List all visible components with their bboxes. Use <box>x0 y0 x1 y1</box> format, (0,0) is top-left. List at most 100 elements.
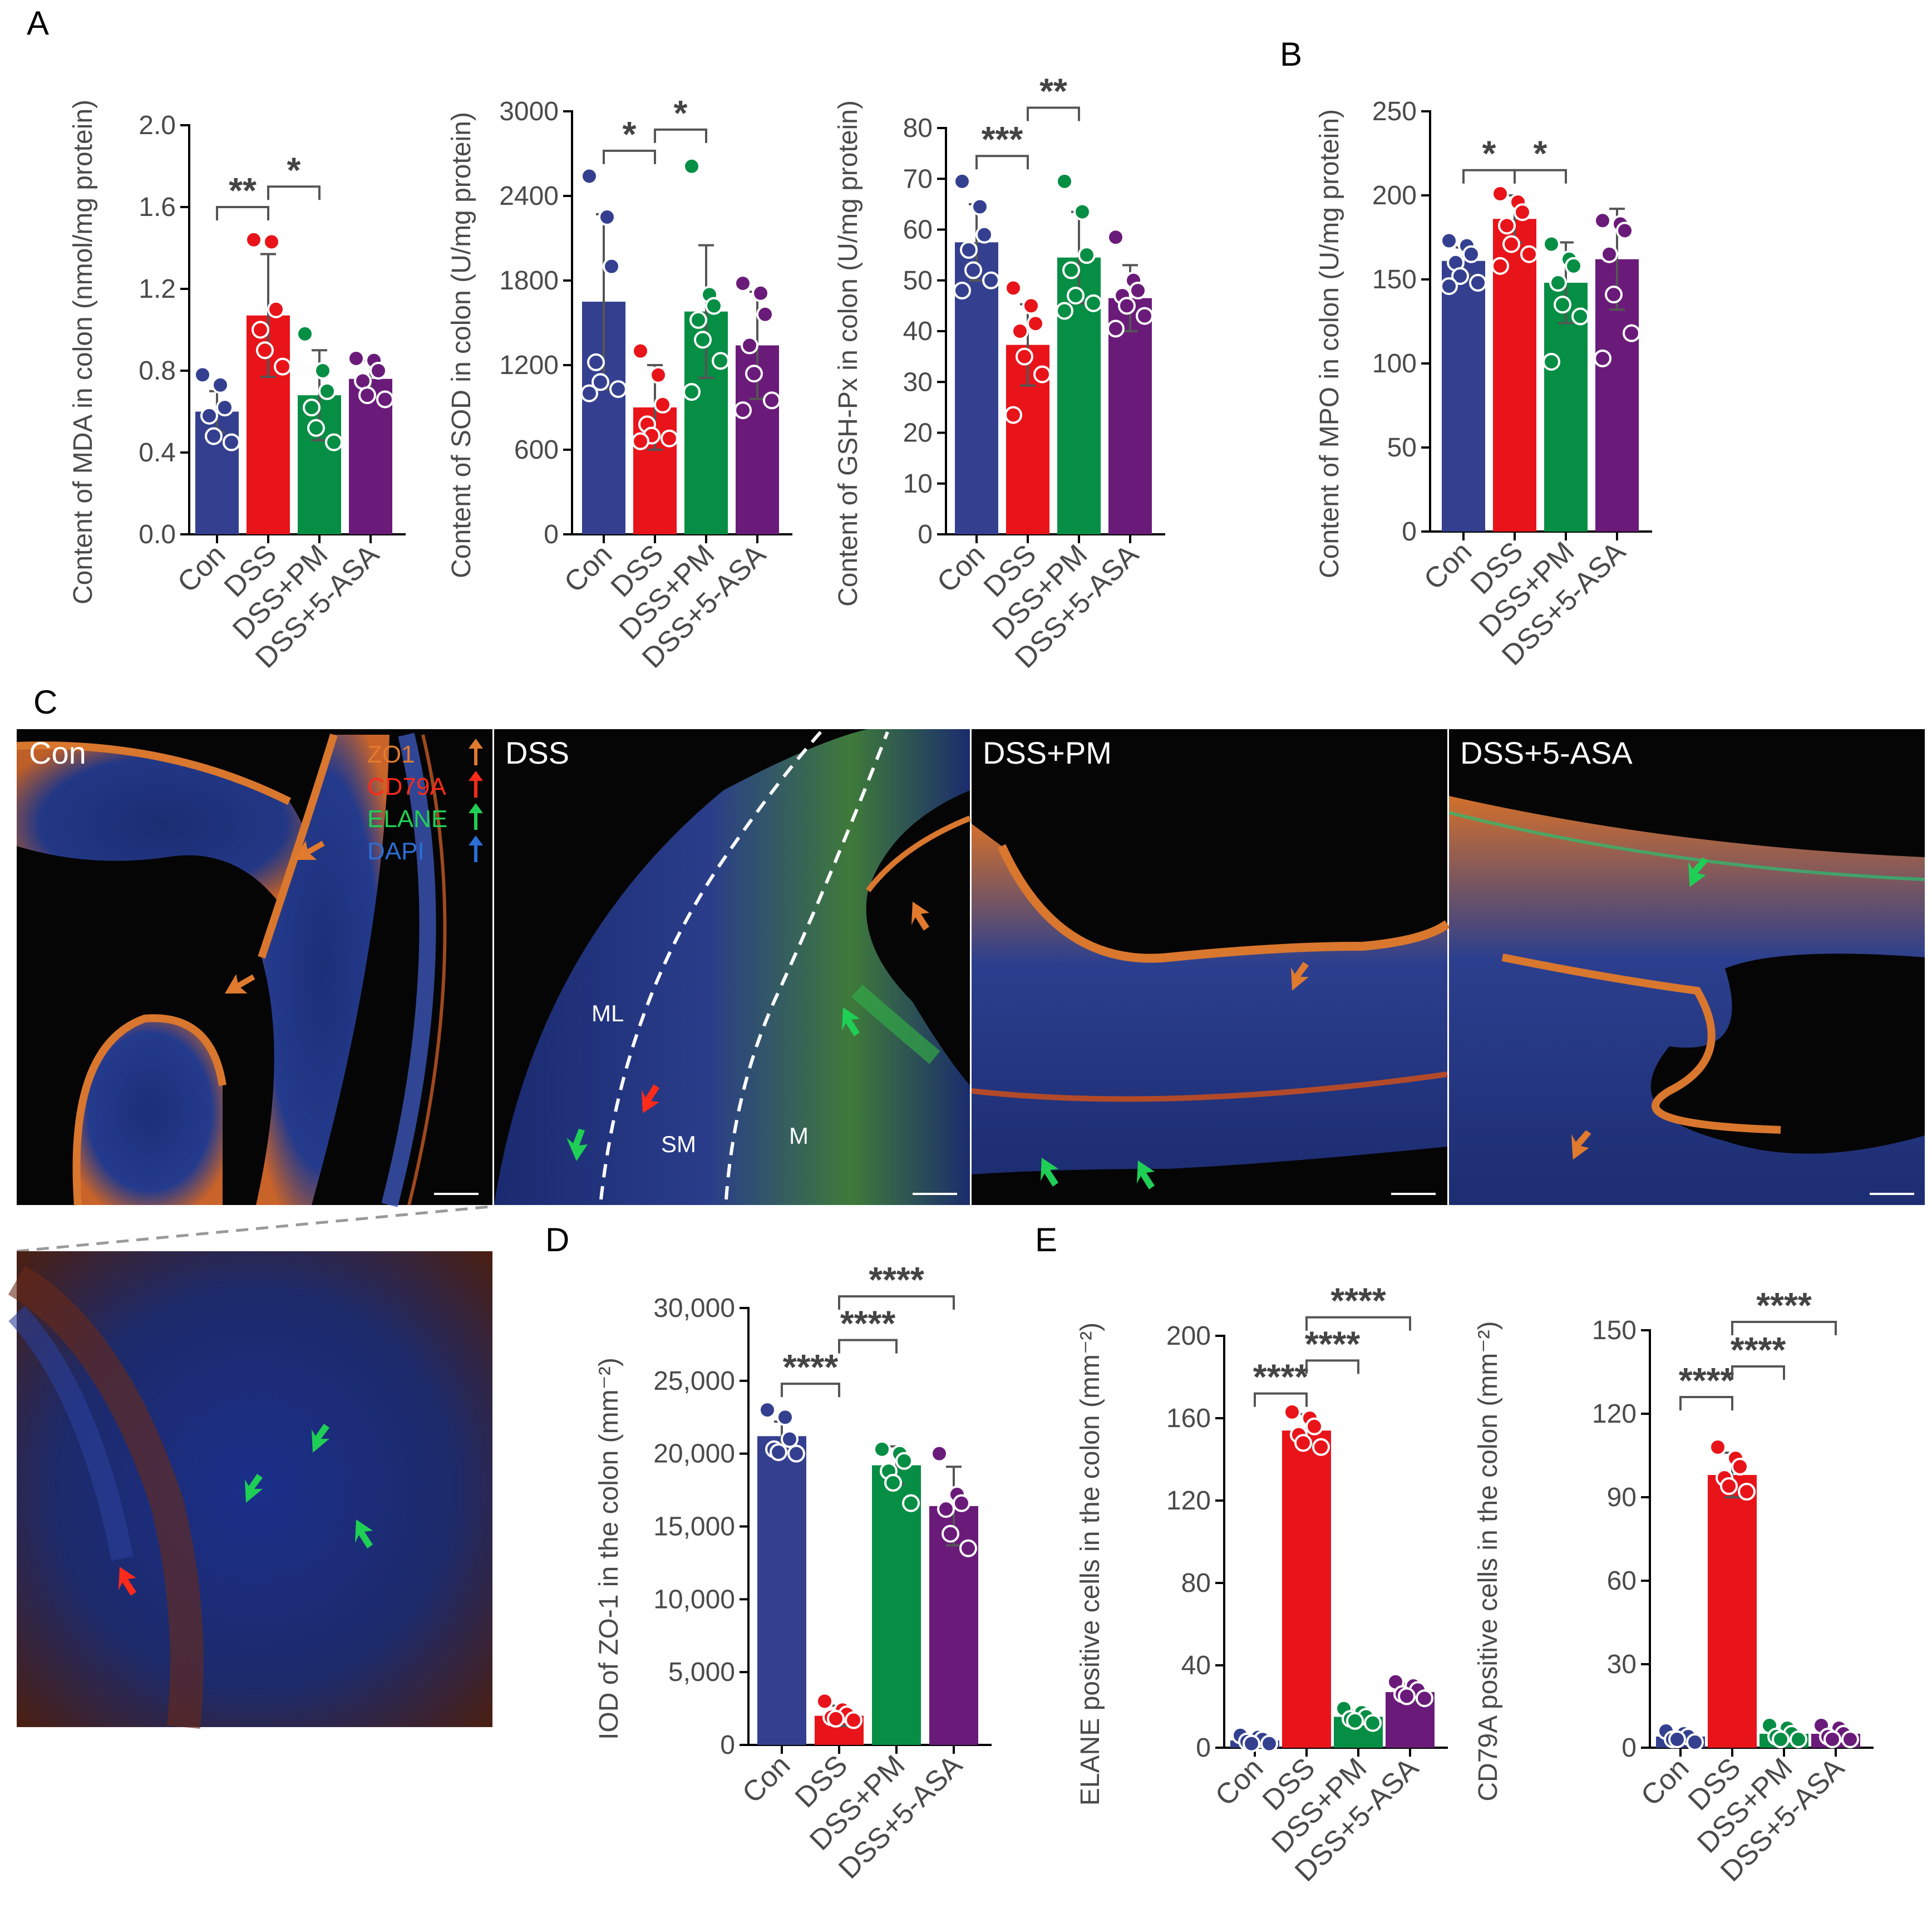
y-axis-label: IOD of ZO-1 in the colon (mm⁻²) <box>594 1358 624 1740</box>
y-tick-label: 1.2 <box>139 274 176 304</box>
data-point <box>1107 319 1125 338</box>
y-tick-label: 60 <box>1607 1566 1637 1596</box>
data-point <box>705 297 723 315</box>
significance-label: **** <box>1756 1285 1812 1325</box>
y-tick-label: 1200 <box>499 351 559 380</box>
significance-bracket <box>838 1295 955 1310</box>
x-tick-label: Con <box>1418 535 1478 596</box>
arrow-icon-zo1 <box>469 739 483 765</box>
arrow-icon <box>642 1084 659 1113</box>
data-point <box>1398 1687 1416 1705</box>
data-point <box>712 352 730 370</box>
significance-label: **** <box>783 1347 839 1387</box>
y-tick-label: 0 <box>1621 1733 1637 1763</box>
y-tick-label: 10,000 <box>653 1585 735 1614</box>
data-point <box>580 167 598 185</box>
micrograph-dss <box>494 729 971 1205</box>
arrow-icon <box>119 1567 136 1596</box>
significance-bracket <box>603 149 656 164</box>
chart-gshpx: 0 10 20 30 40 50 60 70 80 Content of GSH-Px in co… <box>834 71 1165 675</box>
arrow-icon <box>842 1007 860 1036</box>
data-point <box>1136 307 1154 325</box>
data-point <box>194 366 211 384</box>
data-point <box>1462 245 1480 263</box>
y-tick-label: 150 <box>1592 1316 1637 1345</box>
y-tick-label: 0 <box>918 520 933 549</box>
y-tick-label: 10 <box>903 469 933 499</box>
significance-bracket <box>216 206 269 220</box>
arrow-icon <box>355 1519 373 1548</box>
significance-bracket <box>654 128 707 143</box>
data-point <box>1243 1734 1260 1753</box>
data-point <box>895 1452 913 1470</box>
chart-cd79a: 0 30 60 90 120 150 CD79A positive cells in the… <box>1473 1285 1874 1888</box>
y-tick-label: 25,000 <box>653 1366 735 1396</box>
data-point <box>1469 274 1487 292</box>
data-point <box>884 1474 902 1492</box>
micrograph-dss-5asa <box>1448 729 1925 1205</box>
x-tick-label: Con <box>558 538 618 598</box>
data-point <box>1491 257 1509 275</box>
data-point <box>354 372 372 390</box>
data-point <box>318 382 336 400</box>
data-point <box>256 341 274 360</box>
panel-letter-c: C <box>33 683 57 721</box>
data-point <box>1594 349 1611 367</box>
bar <box>872 1465 921 1745</box>
chart-sod: 0 600 1200 1800 2400 3000 Content of SOD in co… <box>447 93 792 675</box>
data-point <box>1549 274 1567 292</box>
y-tick-label: 0 <box>720 1730 735 1760</box>
significance-label: ** <box>1039 71 1067 111</box>
data-point <box>632 432 649 450</box>
data-point <box>347 349 365 367</box>
data-point <box>1491 184 1509 203</box>
data-point <box>1016 347 1033 366</box>
y-tick-label: 80 <box>903 114 933 143</box>
y-tick-label: 80 <box>1181 1568 1211 1598</box>
data-point <box>1498 217 1516 235</box>
bar <box>1282 1430 1331 1748</box>
data-point <box>1554 296 1571 314</box>
data-point <box>252 321 269 339</box>
data-point <box>953 172 971 190</box>
data-point <box>964 261 982 279</box>
data-point <box>1011 322 1029 340</box>
data-point <box>1514 203 1531 222</box>
micrograph-dss-pm <box>971 729 1450 1205</box>
data-point <box>200 406 218 425</box>
data-point <box>930 1444 948 1463</box>
y-tick-label: 70 <box>903 164 933 194</box>
data-point <box>1738 1483 1756 1501</box>
chart-elane: 0 40 80 120 160 200 ELANE positive cells in th… <box>1076 1281 1448 1888</box>
data-point <box>1107 228 1125 247</box>
data-point <box>770 1443 787 1462</box>
significance-bracket <box>1027 106 1080 121</box>
significance-label: **** <box>1731 1330 1786 1370</box>
data-point <box>1542 352 1560 371</box>
y-tick-label: 160 <box>1166 1404 1211 1433</box>
significance-label: **** <box>1305 1324 1361 1364</box>
data-point <box>1451 267 1469 285</box>
data-point <box>1440 232 1458 250</box>
significance-bracket <box>1731 1321 1837 1335</box>
data-point <box>975 225 993 244</box>
data-point <box>1502 235 1520 253</box>
y-tick-label: 0 <box>544 520 559 549</box>
data-point <box>1416 1689 1433 1708</box>
x-tick-label: Con <box>171 538 231 598</box>
data-point <box>827 1709 845 1728</box>
data-point <box>1440 277 1458 296</box>
significance-label: **** <box>1253 1357 1309 1397</box>
data-point <box>694 331 712 349</box>
arrow-icon <box>312 1424 329 1453</box>
arrow-icon <box>1688 857 1708 887</box>
data-point <box>1542 235 1560 253</box>
data-point <box>741 336 758 355</box>
micrograph-label-con: Con <box>29 735 86 770</box>
data-point <box>1305 1417 1323 1435</box>
arrow-icon-elane <box>469 803 483 830</box>
data-point <box>267 300 285 318</box>
data-point <box>873 1440 891 1458</box>
data-point <box>758 1401 776 1419</box>
data-point <box>1565 257 1583 275</box>
